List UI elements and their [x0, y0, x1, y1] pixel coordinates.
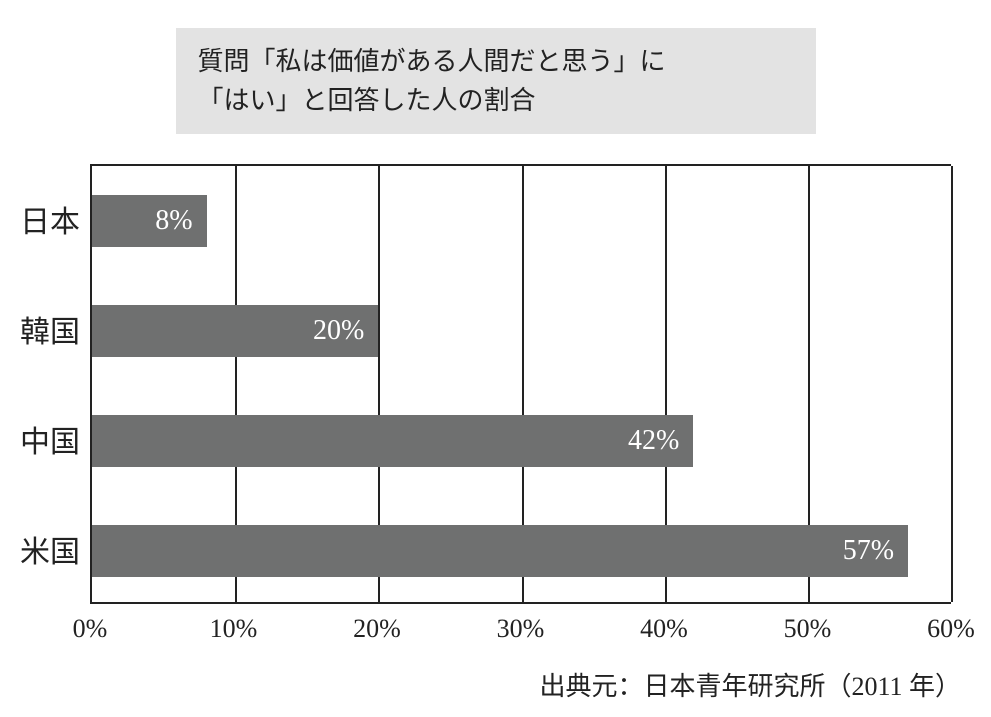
x-tick-label: 50%: [784, 614, 832, 644]
plot-area: 8% 20% 42% 57%: [90, 164, 951, 604]
chart-title: 質問「私は価値がある人間だと思う」に 「はい」と回答した人の割合: [176, 28, 816, 134]
x-tick-label: 20%: [353, 614, 401, 644]
gridline: [951, 166, 953, 602]
bar: 42%: [92, 415, 693, 467]
x-tick-label: 0%: [73, 614, 108, 644]
category-label: 中国: [0, 417, 80, 461]
category-label: 韓国: [0, 307, 80, 351]
source-citation: 出典元：日本青年研究所（2011 年）: [539, 666, 961, 703]
bar: 57%: [92, 525, 908, 577]
bar: 20%: [92, 305, 378, 357]
bar-chart: 8%20%42%57% 0%10%20%30%40%50%60%日本韓国中国米国: [90, 164, 951, 644]
x-tick-label: 40%: [640, 614, 688, 644]
category-label: 日本: [0, 197, 80, 241]
title-line-1: 質問「私は価値がある人間だと思う」に: [198, 47, 666, 76]
x-tick-label: 10%: [210, 614, 258, 644]
x-tick-label: 30%: [497, 614, 545, 644]
bar: 8%: [92, 195, 207, 247]
title-line-2: 「はい」と回答した人の割合: [198, 86, 536, 115]
category-label: 米国: [0, 527, 80, 571]
x-tick-label: 60%: [927, 614, 975, 644]
